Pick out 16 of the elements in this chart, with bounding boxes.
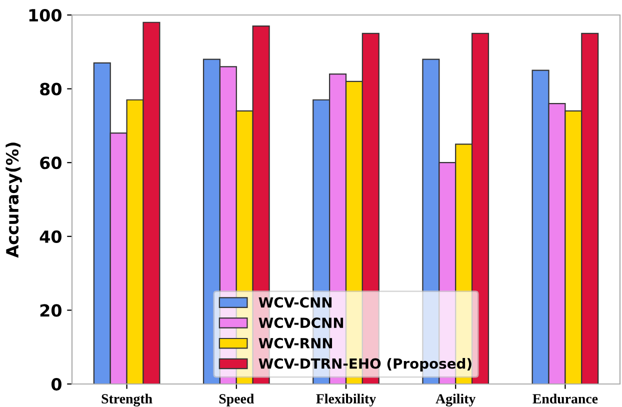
x-tick-label: Strength	[102, 394, 152, 406]
x-tick-label: Speed	[219, 394, 254, 406]
legend-label: WCV-DCNN	[258, 318, 344, 328]
y-axis-title: Accuracy(%)	[6, 142, 22, 258]
y-tick-label: 0	[51, 378, 62, 391]
x-tick-label: Flexibility	[316, 394, 376, 406]
x-tick-label: Agility	[436, 394, 476, 406]
y-tick-label: 100	[29, 8, 62, 22]
y-tick-label: 20	[40, 304, 62, 317]
legend-label: WCV-RNN	[258, 338, 332, 348]
y-tick-label: 40	[40, 230, 62, 243]
y-tick-label: 80	[40, 82, 62, 96]
y-tick-label: 60	[40, 156, 62, 170]
x-tick-label: Endurance	[532, 394, 598, 404]
legend-label: WCV-DTRN-EHO (Proposed)	[258, 358, 472, 372]
legend-label: WCV-CNN	[258, 297, 332, 308]
